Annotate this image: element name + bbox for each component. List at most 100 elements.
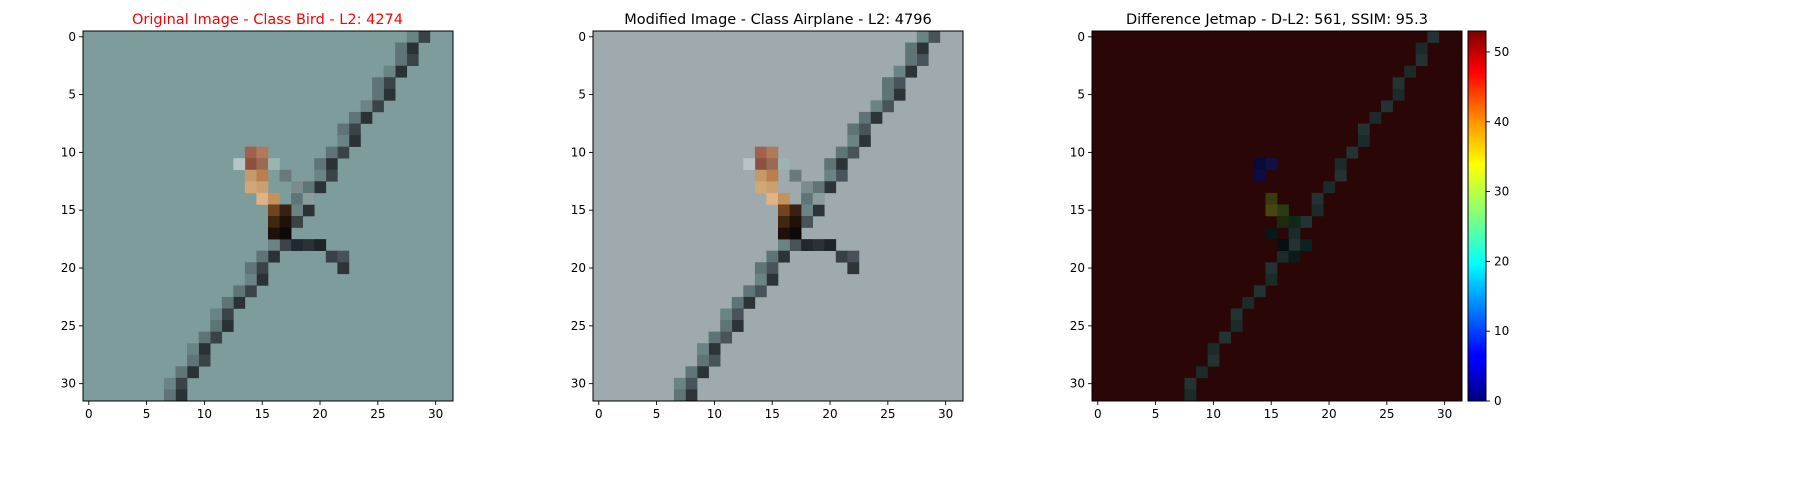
wire-pixel — [418, 31, 431, 43]
wire-pixel — [291, 216, 303, 228]
wire-edge-pixel — [720, 308, 733, 321]
y-tick-label: 30 — [1070, 377, 1085, 391]
diff-wire-pixel — [1334, 158, 1347, 171]
wire-pixel — [801, 216, 813, 228]
wire-edge-pixel — [720, 320, 733, 332]
wire-edge-pixel — [163, 377, 176, 390]
wire-pixel — [708, 343, 721, 356]
diff-wire-pixel — [1265, 262, 1278, 275]
wire-pixel — [835, 158, 848, 171]
diff-wire-pixel — [1323, 181, 1336, 194]
panel-difference: Difference Jetmap - D-L2: 561, SSIM: 95.… — [1070, 12, 1463, 421]
bird-pixel — [337, 250, 350, 263]
wire-edge-pixel — [766, 250, 779, 263]
diff-wire-pixel — [1253, 285, 1266, 298]
y-tick-label: 0 — [68, 30, 76, 44]
wire-pixel — [778, 250, 790, 263]
wire-edge-pixel — [163, 389, 176, 402]
wire-pixel — [337, 146, 350, 159]
wire-pixel — [766, 273, 779, 286]
x-tick-label: 0 — [595, 407, 603, 421]
diff-pixel — [1277, 239, 1289, 251]
panel-original-frame — [82, 30, 454, 402]
wire-edge-pixel — [916, 31, 929, 43]
wire-pixel — [360, 111, 373, 124]
diff-wire-pixel — [1196, 366, 1208, 379]
diff-wire-pixel — [1207, 354, 1220, 367]
diff-wire-pixel — [1427, 31, 1440, 43]
wire-edge-pixel — [673, 377, 686, 390]
diff-wire-pixel — [1381, 100, 1393, 113]
panel-modified-y-ticks: 0 5 10 15 20 25 30 — [571, 30, 593, 391]
wire-pixel — [221, 308, 234, 321]
diff-wire-pixel — [1334, 169, 1347, 182]
bird-pixel — [256, 146, 269, 159]
wire-edge-pixel — [406, 31, 419, 43]
diff-wire-pixel — [1392, 88, 1405, 101]
panel-difference-frame — [1091, 30, 1463, 402]
y-tick-label: 15 — [571, 203, 586, 217]
bird-pixel — [766, 158, 779, 171]
bird-pixel — [268, 204, 280, 217]
wire-edge-pixel — [870, 100, 883, 113]
bird-pixel — [835, 250, 848, 263]
x-tick-label: 20 — [312, 407, 327, 421]
y-tick-label: 5 — [68, 88, 76, 102]
panel-difference-y-ticks: 0 5 10 15 20 25 30 — [1070, 30, 1092, 391]
diff-wire-pixel — [1184, 389, 1197, 402]
wire-edge-pixel — [187, 343, 199, 356]
bird-pixel — [291, 181, 303, 194]
diff-pixel — [1265, 192, 1278, 205]
wire-pixel — [187, 366, 199, 379]
colorbar-frame — [1467, 30, 1487, 402]
diff-wire-pixel — [1300, 216, 1312, 228]
wire-pixel — [256, 273, 269, 286]
bird-pixel — [244, 169, 257, 182]
bird-pixel — [754, 158, 767, 171]
diff-pixel — [1277, 216, 1289, 228]
bird-pixel — [812, 192, 825, 205]
wire-edge-pixel — [383, 65, 396, 78]
bird-pixel — [766, 181, 779, 194]
y-tick-label: 10 — [571, 145, 586, 159]
wire-edge-pixel — [708, 331, 721, 344]
bird-pixel — [256, 181, 269, 194]
wire-edge-pixel — [325, 146, 338, 159]
x-tick-label: 10 — [197, 407, 212, 421]
panel-difference-image — [1184, 31, 1440, 402]
wire-edge-pixel — [314, 169, 327, 182]
wire-edge-pixel — [360, 100, 373, 113]
wire-edge-pixel — [743, 285, 756, 298]
diff-wire-pixel — [1277, 250, 1289, 263]
wire-pixel — [847, 146, 860, 159]
wire-pixel — [893, 77, 906, 90]
wire-pixel — [302, 204, 315, 217]
bird-pixel — [268, 192, 280, 205]
bird-pixel — [778, 192, 790, 205]
bird-pixel — [279, 169, 292, 182]
bird-pixel — [256, 158, 269, 171]
y-tick-label: 10 — [61, 145, 76, 159]
diff-wire-pixel — [1404, 65, 1417, 78]
wire-edge-pixel — [731, 296, 744, 309]
diff-pixel — [1288, 250, 1301, 263]
wire-edge-pixel — [187, 354, 199, 367]
diff-wire-pixel — [1311, 192, 1324, 205]
wire-pixel — [916, 54, 929, 66]
diff-wire-pixel — [1288, 239, 1301, 251]
wire-edge-pixel — [882, 88, 894, 101]
bird-pixel — [847, 250, 860, 263]
y-tick-label: 20 — [571, 261, 586, 275]
bird-pixel — [754, 146, 767, 159]
wire-pixel — [198, 354, 211, 367]
wire-edge-pixel — [824, 158, 837, 171]
wire-edge-pixel — [233, 285, 246, 298]
diff-wire-pixel — [1230, 320, 1243, 332]
wire-pixel — [210, 331, 223, 344]
x-tick-label: 25 — [880, 407, 895, 421]
y-tick-label: 25 — [1070, 319, 1085, 333]
diff-wire-pixel — [1230, 308, 1243, 321]
x-tick-label: 10 — [1206, 407, 1221, 421]
y-tick-label: 15 — [61, 203, 76, 217]
y-tick-label: 30 — [571, 377, 586, 391]
